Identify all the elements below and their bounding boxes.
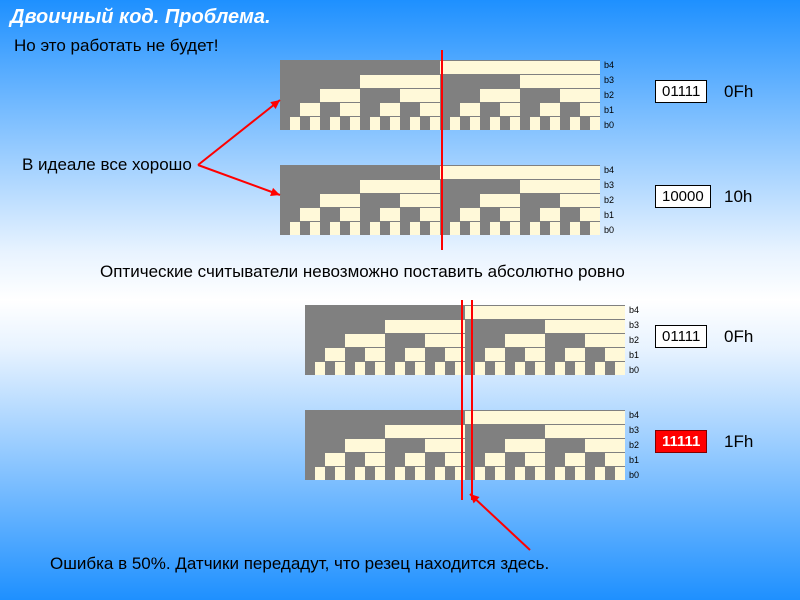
binary-encoder-0: b4b3b2b1b0 <box>280 60 600 130</box>
bit-label: b4 <box>629 305 639 315</box>
bit-label: b1 <box>629 455 639 465</box>
page-title: Двоичный код. Проблема. <box>10 6 271 29</box>
encoder-row <box>280 207 600 221</box>
bit-label: b0 <box>604 120 614 130</box>
binary-encoder-1: b4b3b2b1b0 <box>280 165 600 235</box>
encoder-row <box>305 305 625 319</box>
bit-label: b3 <box>629 320 639 330</box>
encoder-row <box>280 165 600 179</box>
bit-label: b2 <box>629 335 639 345</box>
binary-encoder-3: b4b3b2b1b0 <box>305 410 625 480</box>
encoder-row <box>305 319 625 333</box>
bit-label: b1 <box>629 350 639 360</box>
encoder-row <box>305 438 625 452</box>
encoder-row <box>305 361 625 375</box>
encoder-row <box>280 179 600 193</box>
encoder-row <box>305 452 625 466</box>
reader-line-2 <box>471 300 473 500</box>
bit-label: b4 <box>604 165 614 175</box>
hex-label: 0Fh <box>724 327 753 347</box>
hex-label: 1Fh <box>724 432 753 452</box>
bit-label: b0 <box>629 470 639 480</box>
hex-label: 0Fh <box>724 82 753 102</box>
encoder-row <box>280 88 600 102</box>
bit-label: b2 <box>604 195 614 205</box>
hex-label: 10h <box>724 187 752 207</box>
encoder-row <box>280 193 600 207</box>
bit-label: b1 <box>604 210 614 220</box>
caption-error: Ошибка в 50%. Датчики передадут, что рез… <box>50 554 549 574</box>
bit-label: b3 <box>604 75 614 85</box>
bit-label: b4 <box>604 60 614 70</box>
encoder-row <box>305 333 625 347</box>
caption-optical: Оптические считыватели невозможно постав… <box>100 262 625 282</box>
encoder-row <box>280 102 600 116</box>
bit-label: b2 <box>604 90 614 100</box>
bit-label: b4 <box>629 410 639 420</box>
bit-label: b0 <box>604 225 614 235</box>
binary-encoder-2: b4b3b2b1b0 <box>305 305 625 375</box>
bit-label: b3 <box>629 425 639 435</box>
bit-label: b2 <box>629 440 639 450</box>
encoder-row <box>305 424 625 438</box>
caption-ideal: В идеале все хорошо <box>22 155 192 175</box>
reader-line-1 <box>461 300 463 500</box>
reader-line-0 <box>441 50 443 250</box>
encoder-row <box>305 466 625 480</box>
value-box: 10000 <box>655 185 711 208</box>
encoder-row <box>280 221 600 235</box>
encoder-row <box>305 347 625 361</box>
encoder-row <box>280 60 600 74</box>
caption-top: Но это работать не будет! <box>14 36 218 56</box>
value-box-error: 11111 <box>655 430 707 453</box>
bit-label: b0 <box>629 365 639 375</box>
encoder-row <box>280 74 600 88</box>
value-box: 01111 <box>655 80 707 103</box>
value-box: 01111 <box>655 325 707 348</box>
encoder-row <box>305 410 625 424</box>
encoder-row <box>280 116 600 130</box>
bit-label: b1 <box>604 105 614 115</box>
bit-label: b3 <box>604 180 614 190</box>
